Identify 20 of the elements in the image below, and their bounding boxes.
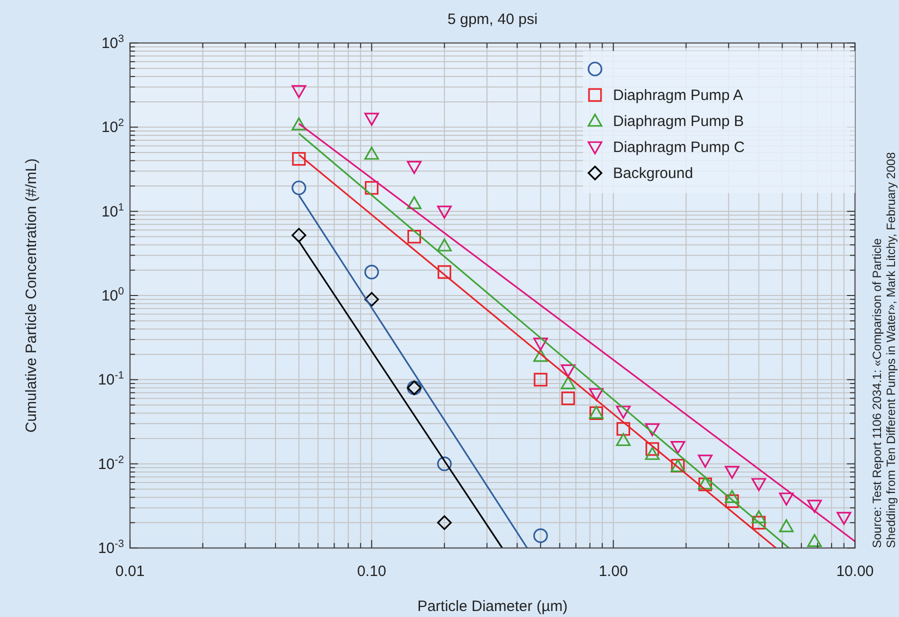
- legend-label: Background: [613, 165, 694, 182]
- y-tick-label: 10$^{-1}$: [98, 370, 124, 389]
- x-tick-label: 10.00: [836, 563, 874, 580]
- x-tick-label: 1.00: [598, 563, 628, 580]
- y-tick-label: 10$^{0}$: [101, 286, 124, 304]
- chart-title: 5 gpm, 40 psi: [447, 11, 538, 28]
- y-axis-title: Cumulative Particle Concentration (#/mL): [23, 158, 40, 433]
- y-tick-label: 10$^{1}$: [101, 201, 124, 220]
- x-tick-label: 0.10: [357, 563, 386, 580]
- y-tick-label: 10$^{3}$: [101, 33, 124, 52]
- y-tick-label: 10$^{-3}$: [98, 538, 124, 557]
- legend-label: Diaphragm Pump C: [613, 139, 745, 156]
- legend-label: Diaphragm Pump B: [613, 113, 744, 130]
- x-axis-title: Particle Diameter (µm): [417, 598, 568, 615]
- x-tick-label: 0.01: [115, 563, 145, 580]
- y-tick-label: 10$^{-2}$: [98, 454, 124, 473]
- source-note: Source: Test Report 1106 2034.1: «Comparison of Particle: [870, 238, 884, 548]
- text: Shedding from Ten Different Pumps in Water», Mark Litchy, February 2008: [884, 152, 898, 548]
- y-tick-label: 10$^{2}$: [101, 117, 124, 136]
- legend-label: Diaphragm Pump A: [613, 87, 744, 104]
